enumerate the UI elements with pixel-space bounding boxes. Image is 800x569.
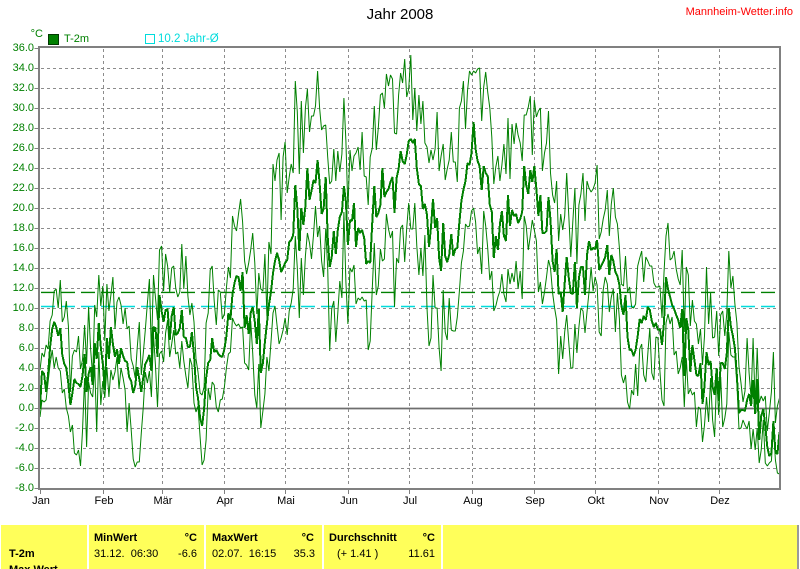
y-tick-label: 12.0	[12, 282, 34, 294]
y-tick-label: 34.0	[12, 62, 34, 74]
y-tick-label: 14.0	[12, 262, 34, 274]
y-tick-label: 18.0	[12, 222, 34, 234]
legend-label-t2m: T-2m	[64, 33, 90, 45]
y-tick-label: 24.0	[12, 162, 34, 174]
y-tick-label: 0.0	[18, 402, 34, 414]
stats-header-minwert-unit: °C	[184, 532, 197, 544]
table-separator	[87, 525, 89, 569]
stats-header-minwert: MinWert	[94, 532, 138, 544]
legend-swatch-jahr-avg	[145, 34, 155, 44]
month-label: Feb	[94, 495, 114, 507]
site-brand: Mannheim-Wetter.info	[685, 6, 793, 18]
table-separator	[441, 525, 443, 569]
y-axis-unit-label: °C	[30, 28, 43, 40]
month-label: Mai	[277, 495, 295, 507]
y-tick-label: 4.0	[18, 362, 34, 374]
legend-label-jahr-avg: 10.2 Jahr-Ø	[158, 33, 219, 45]
table-separator	[204, 525, 206, 569]
table-separator	[322, 525, 324, 569]
y-tick-label: 28.0	[12, 122, 34, 134]
y-tick-label: 26.0	[12, 142, 34, 154]
stats-header-durchschnitt: Durchschnitt	[329, 532, 397, 544]
stats-max-datetime: 02.07. 16:15	[212, 548, 277, 560]
month-label: Aug	[463, 495, 483, 507]
stats-avg-value: 11.61	[408, 548, 435, 560]
month-label: Dez	[710, 495, 730, 507]
series-2	[39, 202, 780, 475]
y-tick-label: 32.0	[12, 82, 34, 94]
month-label: Jan	[32, 495, 50, 507]
series-0	[39, 54, 780, 432]
stats-min-value: -6.6	[178, 548, 197, 560]
y-tick-label: 6.0	[18, 342, 34, 354]
y-tick-label: -8.0	[15, 482, 34, 494]
y-tick-label: 2.0	[18, 382, 34, 394]
stats-partial-row-label: Max.Wert	[9, 564, 58, 569]
month-label: Jul	[402, 495, 418, 507]
stats-row-label: T-2m	[9, 548, 35, 560]
y-tick-label: 8.0	[18, 322, 34, 334]
y-tick-label: 16.0	[12, 242, 34, 254]
month-label: Mär	[153, 495, 173, 507]
y-tick-label: 36.0	[12, 42, 34, 54]
y-tick-label: 30.0	[12, 102, 34, 114]
y-tick-label: 22.0	[12, 182, 34, 194]
y-tick-label: -6.0	[15, 462, 34, 474]
series-1	[39, 121, 781, 457]
y-tick-label: 20.0	[12, 202, 34, 214]
stats-min-datetime: 31.12. 06:30	[94, 548, 159, 560]
legend-swatch-t2m	[48, 34, 59, 45]
month-label: Nov	[649, 495, 669, 507]
stats-avg-deviation: (+ 1.41 )	[337, 548, 379, 560]
month-label: Jun	[340, 495, 358, 507]
month-label: Apr	[216, 495, 234, 507]
stats-max-value: 35.3	[293, 548, 315, 560]
chart-title: Jahr 2008	[366, 6, 434, 23]
stats-table: MinWert °C MaxWert °C Durchschnitt °C T-…	[1, 525, 799, 569]
plot-border	[38, 46, 781, 490]
stats-header-maxwert-unit: °C	[301, 532, 314, 544]
stats-header-durchschnitt-unit: °C	[422, 532, 435, 544]
y-tick-label: -4.0	[15, 442, 34, 454]
month-label: Sep	[525, 495, 545, 507]
y-tick-label: 10.0	[12, 302, 34, 314]
stats-header-maxwert: MaxWert	[212, 532, 258, 544]
y-tick-label: -2.0	[15, 422, 34, 434]
month-label: Okt	[587, 495, 605, 507]
